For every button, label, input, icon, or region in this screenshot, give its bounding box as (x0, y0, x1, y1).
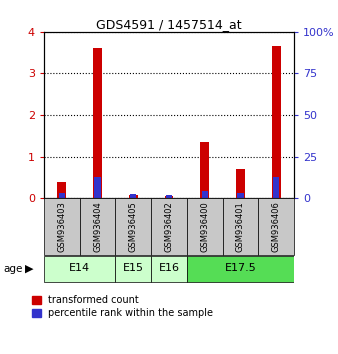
Text: E15: E15 (123, 263, 144, 274)
FancyBboxPatch shape (115, 198, 151, 255)
FancyBboxPatch shape (187, 198, 223, 255)
Bar (272, 46, 281, 198)
Text: GSM936405: GSM936405 (129, 201, 138, 252)
FancyBboxPatch shape (187, 256, 294, 282)
FancyBboxPatch shape (258, 198, 294, 255)
Text: E17.5: E17.5 (224, 263, 256, 274)
Bar (94, 177, 101, 198)
FancyBboxPatch shape (151, 256, 187, 282)
Bar (57, 182, 66, 198)
Bar (200, 142, 209, 198)
FancyBboxPatch shape (44, 198, 80, 255)
Bar (93, 48, 102, 198)
Bar (166, 195, 172, 198)
Bar (59, 193, 65, 198)
Text: GSM936400: GSM936400 (200, 201, 209, 252)
Text: ▶: ▶ (25, 264, 34, 274)
Text: GSM936403: GSM936403 (57, 201, 66, 252)
Text: GSM936404: GSM936404 (93, 201, 102, 252)
Bar (237, 193, 244, 198)
FancyBboxPatch shape (44, 256, 115, 282)
Text: age: age (3, 264, 23, 274)
Text: GSM936402: GSM936402 (165, 201, 173, 252)
Bar (201, 192, 208, 198)
FancyBboxPatch shape (80, 198, 115, 255)
Text: GSM936406: GSM936406 (272, 201, 281, 252)
Bar (165, 196, 173, 198)
Bar (236, 169, 245, 198)
Text: GSM936401: GSM936401 (236, 201, 245, 252)
Legend: transformed count, percentile rank within the sample: transformed count, percentile rank withi… (32, 295, 213, 318)
FancyBboxPatch shape (115, 256, 151, 282)
Bar (273, 177, 279, 198)
FancyBboxPatch shape (151, 198, 187, 255)
Bar (129, 195, 138, 198)
FancyBboxPatch shape (223, 198, 258, 255)
Text: E16: E16 (159, 263, 179, 274)
Title: GDS4591 / 1457514_at: GDS4591 / 1457514_at (96, 18, 242, 31)
Text: E14: E14 (69, 263, 90, 274)
Bar (130, 194, 137, 198)
